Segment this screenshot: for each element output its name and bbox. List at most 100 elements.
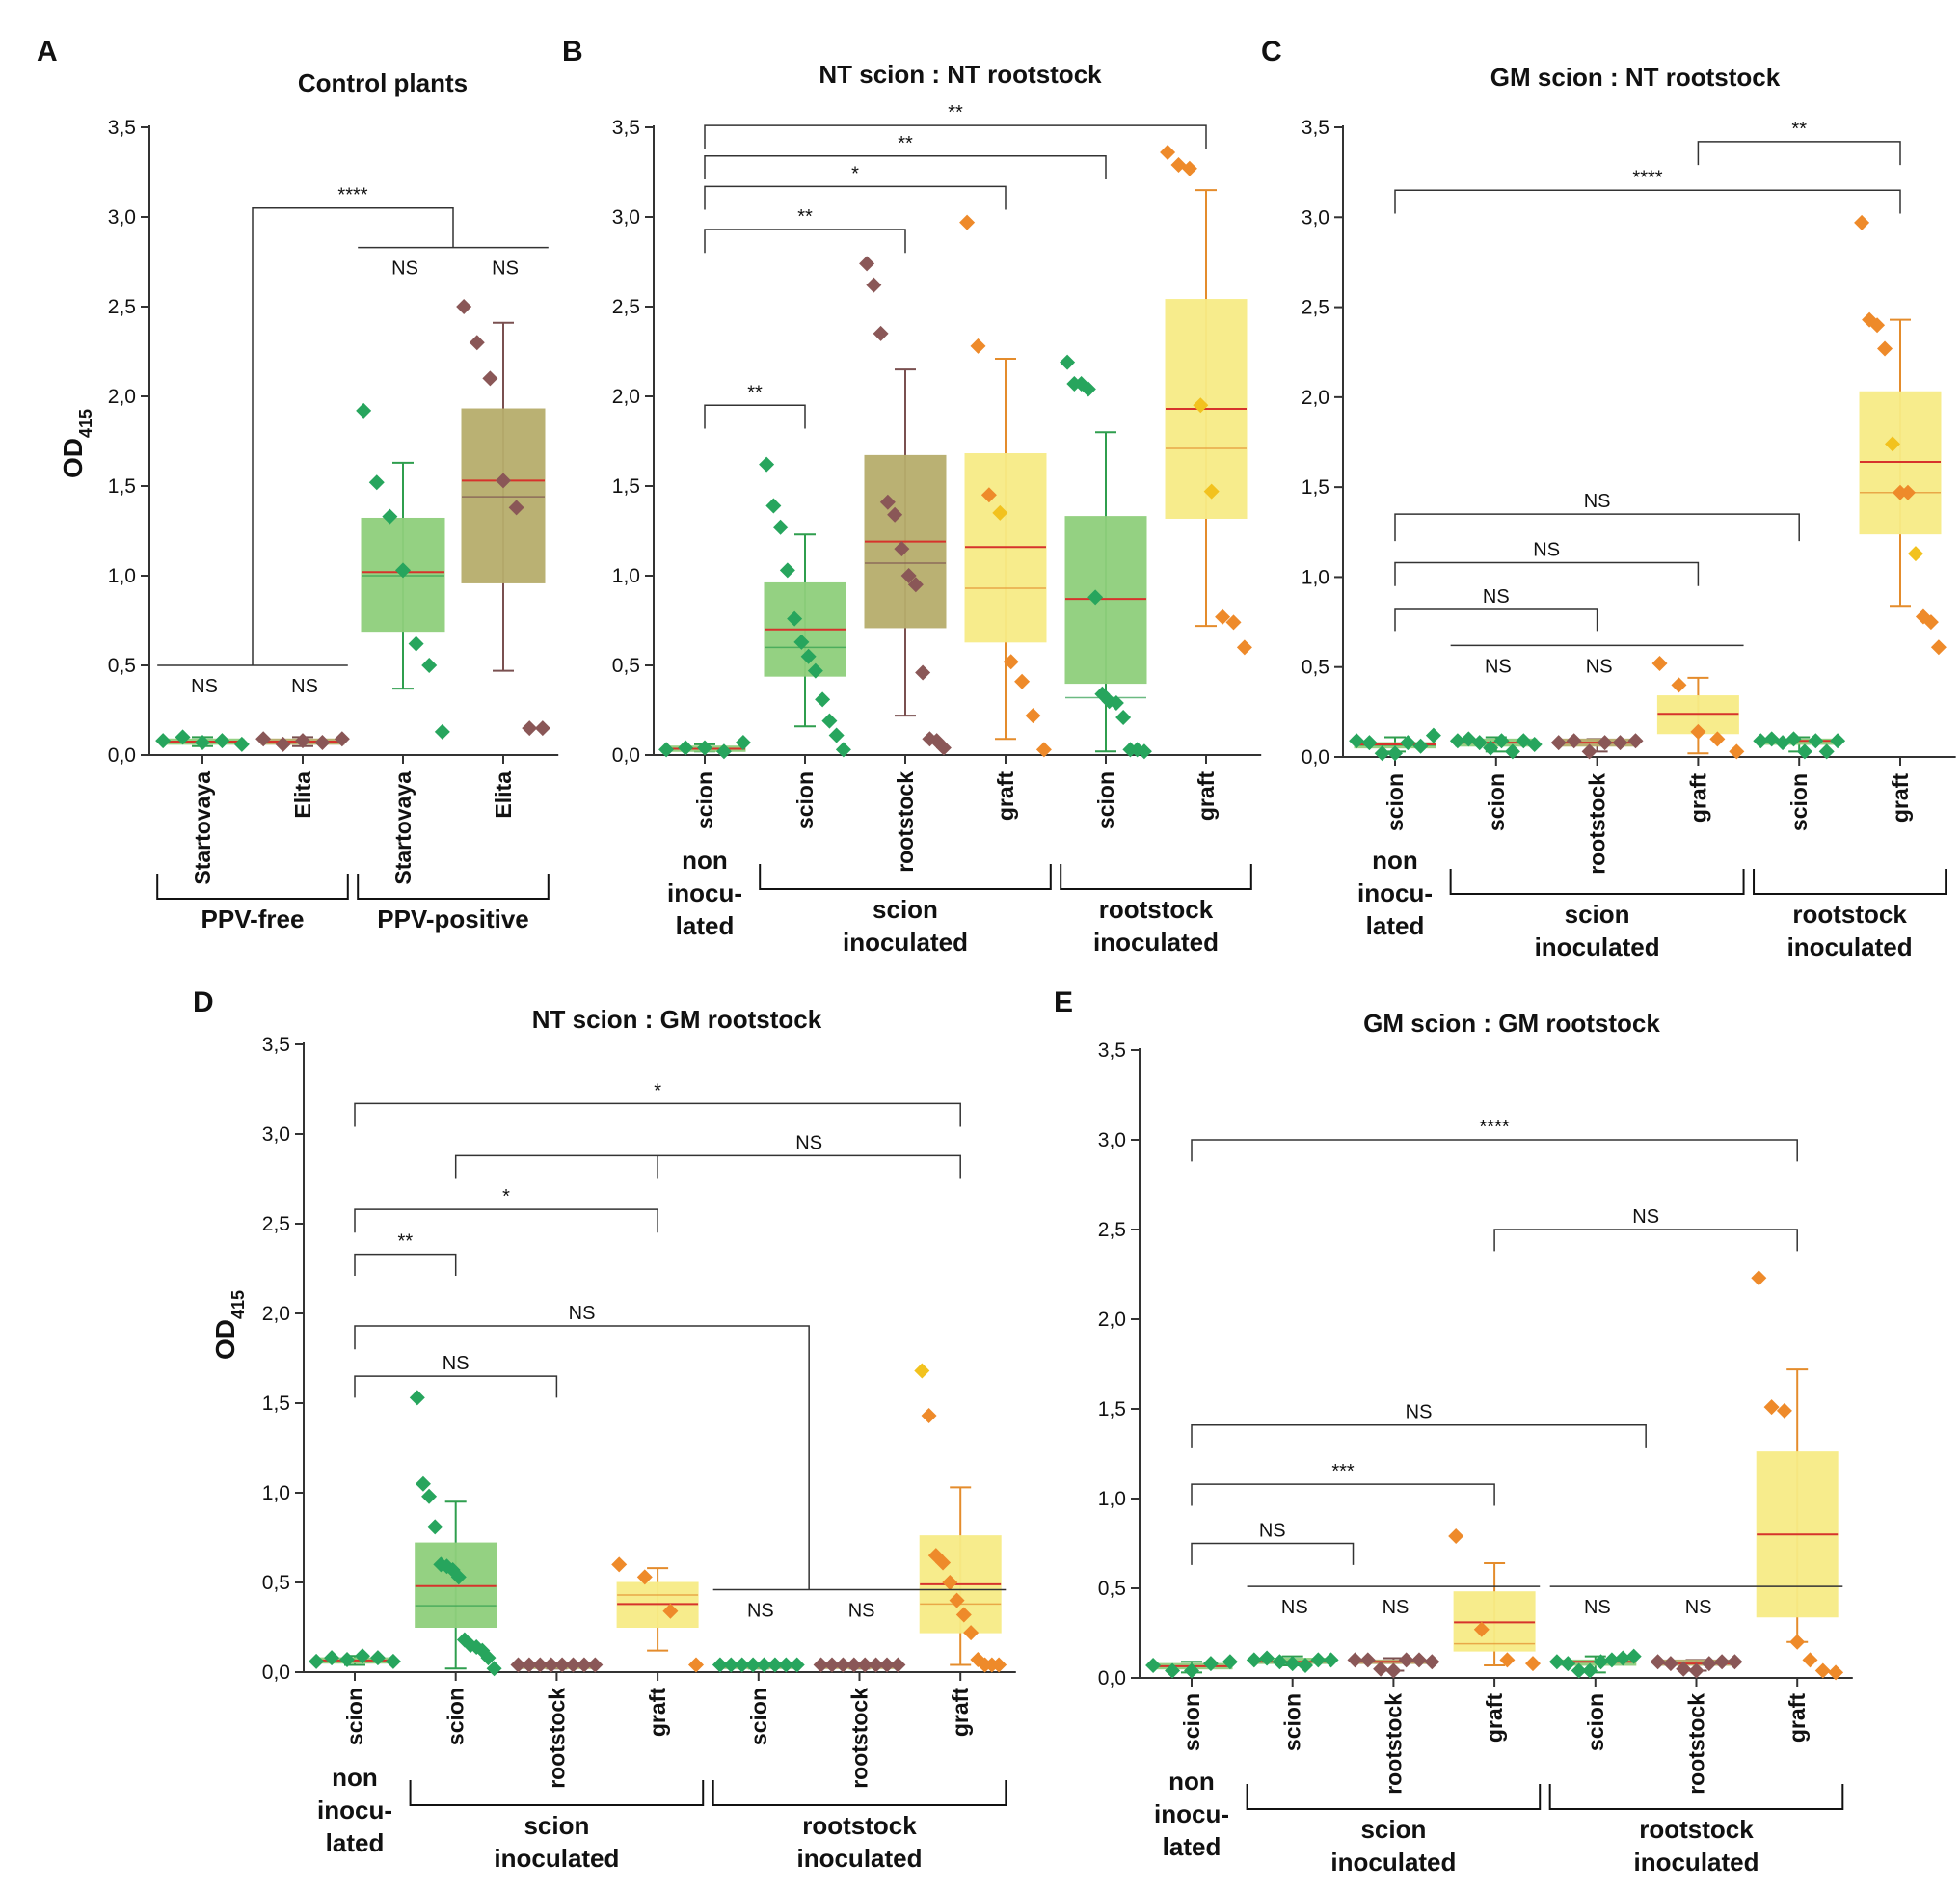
box-group xyxy=(611,1556,704,1673)
data-point xyxy=(1690,723,1706,740)
bracket-line xyxy=(1697,141,1901,166)
group-bracket xyxy=(1060,864,1252,890)
data-point xyxy=(1115,709,1132,725)
data-point xyxy=(789,1657,805,1673)
data-point xyxy=(1550,735,1567,751)
data-point xyxy=(255,731,272,747)
group-bracket xyxy=(1246,1784,1542,1810)
data-point xyxy=(1225,614,1242,631)
data-point xyxy=(395,562,411,579)
data-point xyxy=(935,740,952,756)
x-category-label: graft xyxy=(1785,1693,1810,1743)
bracket-line xyxy=(704,124,1207,149)
data-point xyxy=(1373,1661,1389,1677)
data-point xyxy=(1184,1662,1199,1679)
data-point xyxy=(369,1650,386,1666)
data-point xyxy=(959,214,976,230)
y-tick-label: 3,5 xyxy=(1098,1040,1126,1062)
bracket-line xyxy=(704,155,1107,179)
group-label-text: inocu- xyxy=(667,878,742,907)
significance-bracket: ** xyxy=(704,382,806,429)
data-point xyxy=(1753,733,1769,749)
x-category-label: graft xyxy=(948,1688,973,1737)
significance-bracket: NS NS xyxy=(712,1588,1007,1621)
group-label-text: inoculated xyxy=(1535,932,1660,961)
x-category-label: graft xyxy=(1685,773,1710,823)
y-tick-label: 2,5 xyxy=(108,296,136,318)
data-point xyxy=(1869,317,1886,334)
bracket-line xyxy=(354,1253,457,1276)
data-point xyxy=(421,658,438,673)
box-group xyxy=(255,731,350,752)
group-label-text: PPV-positive xyxy=(377,905,529,933)
data-point xyxy=(1930,639,1947,656)
data-point xyxy=(1108,695,1124,712)
box-group xyxy=(409,1390,502,1677)
group-bracket xyxy=(759,864,1052,890)
data-point xyxy=(408,635,424,652)
data-point xyxy=(1471,735,1488,751)
significance-label: NS xyxy=(1383,1597,1410,1618)
data-point xyxy=(1272,1654,1288,1670)
data-point xyxy=(873,325,889,341)
data-point xyxy=(576,1657,592,1673)
box-group xyxy=(914,1363,1007,1673)
significance-label: NS xyxy=(1483,586,1510,608)
significance-label: **** xyxy=(337,185,367,206)
group-label: non inocu-lated xyxy=(667,846,742,940)
data-point xyxy=(1796,743,1812,760)
x-category-label: rootstock xyxy=(1684,1693,1709,1795)
data-point xyxy=(1136,743,1152,760)
panel-letter: B xyxy=(562,36,583,68)
y-tick-label: 0,0 xyxy=(612,744,640,767)
significance-bracket: NS NS xyxy=(157,664,348,697)
y-tick-label: 2,0 xyxy=(108,386,136,408)
y-tick-label: 2,5 xyxy=(262,1213,290,1235)
y-tick-label: 2,0 xyxy=(1098,1309,1126,1331)
data-point xyxy=(907,577,924,593)
data-point xyxy=(991,1657,1007,1673)
y-axis-label: OD415 xyxy=(58,409,95,478)
y-tick-label: 0,5 xyxy=(1098,1578,1126,1600)
y-tick-label: 2,5 xyxy=(612,296,640,318)
data-point xyxy=(1411,1652,1427,1668)
significance-bracket: ** xyxy=(354,1231,457,1276)
y-tick-label: 3,5 xyxy=(262,1034,290,1056)
data-point xyxy=(1359,1652,1376,1668)
data-point xyxy=(434,723,450,740)
data-point xyxy=(955,1607,972,1623)
significance-bracket: **** xyxy=(252,185,454,665)
significance-label: NS xyxy=(1632,1206,1659,1228)
box-group xyxy=(813,1657,906,1673)
y-tick-label: 2,5 xyxy=(1098,1219,1126,1241)
data-point xyxy=(565,1657,581,1673)
significance-label: NS xyxy=(1259,1521,1286,1542)
box-group xyxy=(1650,1654,1743,1679)
significance-label: **** xyxy=(1480,1117,1510,1138)
x-category-label: graft xyxy=(1888,773,1913,823)
data-point xyxy=(779,562,795,579)
significance-bracket: ** xyxy=(1697,119,1901,166)
box xyxy=(461,408,546,583)
data-point xyxy=(1907,546,1923,562)
group-label: non inocu-lated xyxy=(1154,1767,1229,1861)
y-tick-label: 2,0 xyxy=(612,386,640,408)
significance-bracket: * xyxy=(354,1186,658,1233)
data-point xyxy=(1449,733,1465,749)
data-point xyxy=(1763,1399,1780,1416)
group-label-text: inocu- xyxy=(1154,1799,1229,1828)
panel-a: A Control plants OD415 0,0 0,5 1,0 1,5 2,0 2,5 3,… xyxy=(37,36,559,933)
data-point xyxy=(1714,1654,1731,1670)
group-label-text: inoculated xyxy=(1330,1848,1456,1877)
data-point xyxy=(697,740,712,756)
data-point xyxy=(1259,1650,1275,1666)
group-label: non inocu-lated xyxy=(317,1763,392,1857)
x-category-label: rootstock xyxy=(1381,1693,1406,1795)
bracket-line xyxy=(354,1208,658,1233)
data-point xyxy=(1526,736,1543,752)
x-category-label: Startovaya xyxy=(390,771,416,885)
data-point xyxy=(1593,1654,1609,1670)
y-tick-label: 1,0 xyxy=(612,565,640,587)
significance-label: ** xyxy=(948,102,963,123)
